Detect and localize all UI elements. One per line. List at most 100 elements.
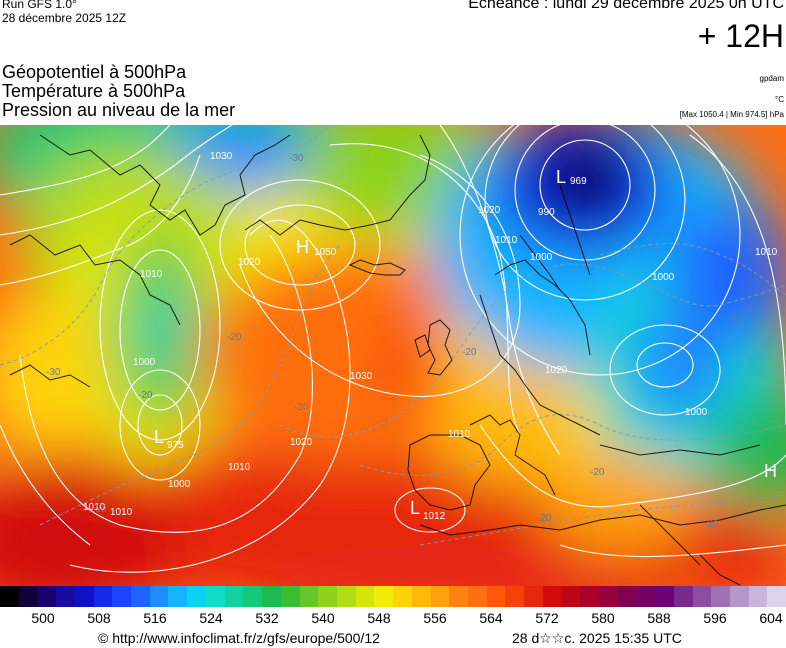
svg-text:969: 969 (570, 176, 587, 187)
svg-text:-20: -20 (227, 332, 242, 343)
scale-swatch (336, 586, 356, 607)
scale-swatch (505, 586, 525, 607)
svg-text:1030: 1030 (210, 151, 233, 162)
color-scale-labels: 500 508 516 524 532 540 548 556 564 572 580 588 596 6… (0, 610, 786, 628)
scale-swatch (636, 586, 656, 607)
generation-timestamp: 28 d☆☆c. 2025 15:35 UTC (512, 630, 682, 646)
svg-text:1030: 1030 (350, 371, 373, 382)
scale-swatch (580, 586, 599, 607)
svg-text:-20: -20 (462, 347, 477, 358)
svg-text:L: L (154, 427, 164, 447)
run-date: 28 décembre 2025 12Z (2, 11, 127, 25)
svg-text:L: L (410, 498, 420, 518)
source-url: © http://www.infoclimat.fr/z/gfs/europe/… (98, 630, 380, 646)
svg-text:-20: -20 (590, 467, 605, 478)
scale-tick-label: 516 (143, 610, 167, 626)
scale-tick-label: 500 (31, 610, 55, 626)
unit-gpdam: gpdam (759, 74, 784, 83)
scale-swatch (0, 586, 19, 607)
scale-swatch (205, 586, 225, 607)
scale-swatch (112, 586, 132, 607)
scale-swatch (599, 586, 618, 607)
svg-text:-20: -20 (704, 519, 719, 530)
svg-text:H: H (296, 237, 309, 257)
scale-swatch (131, 586, 150, 607)
scale-swatch (730, 586, 749, 607)
svg-text:-20: -20 (294, 402, 309, 413)
scale-swatch (243, 586, 263, 607)
weather-map: 1030 1010 1000 1010 1000 1010 1020 1020 … (0, 125, 786, 586)
scale-swatch (187, 586, 206, 607)
scale-tick-label: 588 (647, 610, 671, 626)
svg-text:1020: 1020 (545, 365, 568, 376)
unit-celsius: °C (775, 95, 784, 104)
forecast-validity: Echéance : lundi 29 décembre 2025 0h UTC (468, 0, 784, 12)
svg-text:1020: 1020 (238, 257, 261, 268)
scale-swatch (449, 586, 468, 607)
svg-text:990: 990 (538, 207, 555, 218)
scale-swatch (711, 586, 731, 607)
svg-text:-20: -20 (138, 390, 153, 401)
scale-tick-label: 564 (479, 610, 503, 626)
scale-swatch (56, 586, 75, 607)
svg-text:1010: 1010 (228, 462, 251, 473)
scale-swatch (467, 586, 487, 607)
scale-tick-label: 548 (367, 610, 391, 626)
scale-tick-label: 604 (759, 610, 783, 626)
scale-swatch (393, 586, 412, 607)
scale-tick-label: 508 (87, 610, 111, 626)
svg-text:975: 975 (167, 440, 184, 451)
scale-swatch (542, 586, 562, 607)
svg-text:1020: 1020 (290, 437, 313, 448)
svg-text:1000: 1000 (685, 407, 708, 418)
svg-text:1010: 1010 (83, 502, 106, 513)
scale-swatch (93, 586, 113, 607)
scale-swatch (299, 586, 319, 607)
forecast-lead-time: + 12H (697, 18, 784, 54)
variable-pressure: Pression au niveau de la mer (2, 100, 236, 120)
scale-swatch (224, 586, 244, 607)
scale-swatch (318, 586, 337, 607)
color-scale-bar (0, 586, 786, 607)
run-title: Run GFS 1.0° (2, 0, 77, 11)
svg-text:-20: -20 (537, 513, 552, 524)
svg-text:1000: 1000 (133, 357, 156, 368)
svg-text:1000: 1000 (168, 479, 191, 490)
svg-text:1012: 1012 (423, 511, 446, 522)
svg-text:1010: 1010 (755, 247, 778, 258)
scale-swatch (355, 586, 375, 607)
scale-swatch (486, 586, 506, 607)
svg-text:1010: 1010 (140, 269, 163, 280)
svg-text:1000: 1000 (530, 252, 553, 263)
svg-text:1010: 1010 (495, 235, 518, 246)
scale-swatch (262, 586, 281, 607)
svg-text:1050: 1050 (314, 247, 337, 258)
svg-text:-30: -30 (289, 153, 304, 164)
scale-swatch (748, 586, 768, 607)
scale-swatch (692, 586, 712, 607)
scale-swatch (149, 586, 169, 607)
scale-swatch (411, 586, 431, 607)
scale-tick-label: 572 (535, 610, 559, 626)
scale-swatch (655, 586, 674, 607)
svg-text:-30: -30 (728, 313, 743, 324)
variable-temperature: Température à 500hPa (2, 81, 186, 101)
scale-swatch (74, 586, 94, 607)
svg-text:-20: -20 (92, 504, 107, 515)
scale-swatch (524, 586, 543, 607)
variable-geopotential: Géopotentiel à 500hPa (2, 62, 187, 82)
scale-swatch (37, 586, 57, 607)
svg-text:H: H (764, 461, 777, 481)
svg-text:L: L (556, 167, 566, 187)
svg-text:-30: -30 (46, 367, 61, 378)
scale-swatch (168, 586, 188, 607)
scale-swatch (18, 586, 38, 607)
scale-swatch (374, 586, 394, 607)
scale-tick-label: 580 (591, 610, 615, 626)
scale-tick-label: 596 (703, 610, 727, 626)
svg-text:1020: 1020 (478, 205, 501, 216)
scale-tick-label: 540 (311, 610, 335, 626)
scale-swatch (430, 586, 450, 607)
svg-text:1000: 1000 (652, 272, 675, 283)
scale-tick-label: 532 (255, 610, 279, 626)
